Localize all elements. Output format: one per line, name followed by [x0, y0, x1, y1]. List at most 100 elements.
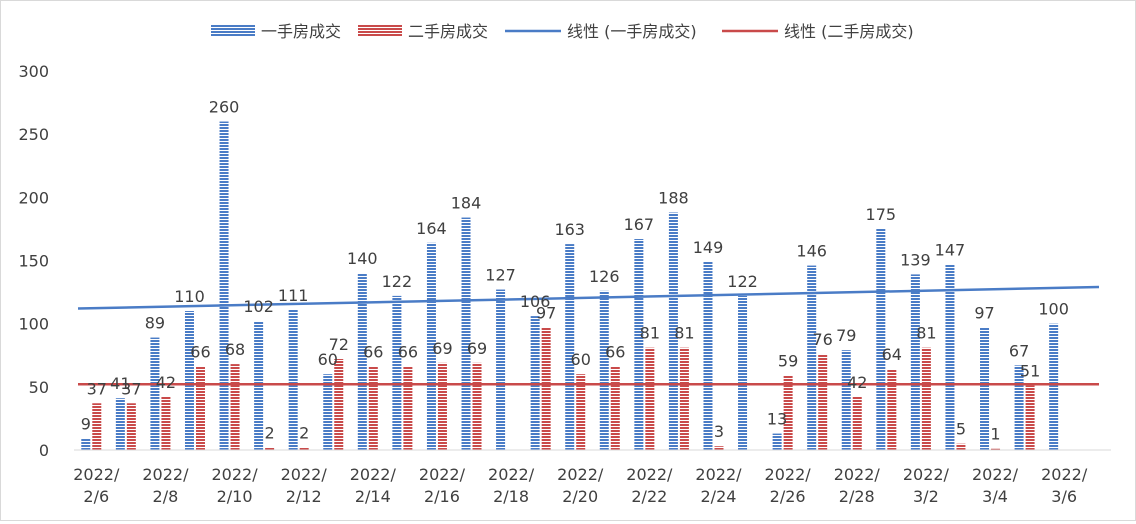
- bar: [472, 362, 482, 450]
- legend-label: 线性 (二手房成交): [784, 22, 914, 41]
- bar: [541, 327, 551, 450]
- data-label: 68: [225, 340, 245, 359]
- bar: [219, 121, 229, 451]
- legend-label: 二手房成交: [408, 22, 488, 41]
- data-label: 5: [956, 420, 966, 439]
- bar: [876, 228, 886, 450]
- bar: [887, 369, 897, 450]
- legend-label: 线性 (一手房成交): [567, 22, 697, 41]
- bar: [679, 347, 689, 450]
- data-labels: 9418911026010211160140122164184127106163…: [81, 98, 1069, 444]
- data-label: 260: [209, 98, 240, 117]
- data-label: 164: [416, 219, 447, 238]
- x-tick-label: 2022/: [1041, 465, 1088, 484]
- bar: [254, 321, 264, 450]
- bar: [161, 396, 171, 450]
- bar: [357, 273, 367, 450]
- bar: [323, 374, 333, 450]
- bar: [910, 274, 920, 450]
- x-tick-label: 3/6: [1051, 487, 1077, 506]
- bar: [610, 366, 620, 450]
- x-tick-label: 2/12: [286, 487, 322, 506]
- x-tick-label: 2022/: [350, 465, 397, 484]
- x-tick-label: 2022/: [972, 465, 1019, 484]
- legend: 一手房成交 二手房成交 线性 (一手房成交) 线性 (二手房成交): [211, 22, 914, 41]
- data-label: 167: [624, 215, 655, 234]
- data-label: 66: [605, 343, 625, 362]
- bar: [265, 447, 275, 450]
- x-tick-label: 2022/: [211, 465, 258, 484]
- bar: [530, 316, 540, 450]
- x-tick-label: 2022/: [834, 465, 881, 484]
- bar: [772, 433, 782, 450]
- bar: [368, 366, 378, 450]
- bar: [991, 448, 1001, 450]
- bar: [783, 375, 793, 450]
- x-tick-label: 2022/: [557, 465, 604, 484]
- x-tick-label: 2022/: [626, 465, 673, 484]
- data-label: 147: [935, 240, 966, 259]
- data-label: 60: [318, 350, 338, 369]
- data-label: 163: [554, 220, 585, 239]
- y-axis: 0 50 100 150 200 250 300: [18, 62, 49, 460]
- data-label: 102: [243, 297, 274, 316]
- bar: [230, 364, 240, 450]
- bar: [288, 309, 298, 450]
- bar: [184, 311, 194, 450]
- data-label: 69: [467, 339, 487, 358]
- bar: [738, 295, 748, 450]
- legend-label: 一手房成交: [261, 22, 341, 41]
- x-tick-label: 2/24: [701, 487, 737, 506]
- bar: [392, 295, 402, 450]
- data-label: 3: [714, 422, 724, 441]
- y-tick-label: 250: [18, 125, 49, 144]
- y-tick-label: 0: [39, 441, 49, 460]
- bar: [1049, 323, 1059, 450]
- x-tick-label: 2022/: [765, 465, 812, 484]
- data-label: 13: [767, 410, 787, 429]
- x-axis: 2022/2/6 2022/2/8 2022/2/10 2022/2/12 2022/2…: [73, 449, 1111, 506]
- data-label: 89: [145, 314, 165, 333]
- data-label: 126: [589, 267, 620, 286]
- x-tick-label: 2/6: [83, 487, 109, 506]
- data-label: 51: [1020, 362, 1040, 381]
- data-label: 146: [796, 242, 827, 261]
- data-label: 110: [174, 287, 205, 306]
- data-label: 76: [813, 330, 833, 349]
- data-label: 122: [382, 272, 413, 291]
- y-tick-label: 50: [29, 378, 49, 397]
- trendlines: [77, 285, 1100, 386]
- data-label: 140: [347, 249, 378, 268]
- bar: [599, 290, 609, 450]
- data-label: 60: [571, 350, 591, 369]
- bar: [1014, 365, 1024, 450]
- x-tick-label: 2/14: [355, 487, 391, 506]
- y-tick-label: 300: [18, 62, 49, 81]
- data-label: 175: [866, 205, 897, 224]
- bar: [921, 347, 931, 450]
- data-label: 9: [81, 415, 91, 434]
- data-label: 81: [916, 324, 936, 343]
- x-tick-label: 2/20: [562, 487, 598, 506]
- legend-swatch: [358, 25, 402, 37]
- bar: [1025, 385, 1035, 450]
- data-label: 139: [900, 250, 931, 269]
- y-tick-label: 200: [18, 188, 49, 207]
- x-tick-label: 3/4: [982, 487, 1008, 506]
- bar: [634, 239, 644, 450]
- bar: [980, 327, 990, 450]
- x-tick-label: 2022/: [281, 465, 328, 484]
- data-label: 188: [658, 188, 689, 207]
- data-label: 69: [432, 339, 452, 358]
- x-tick-label: 3/2: [913, 487, 939, 506]
- data-label: 59: [778, 351, 798, 370]
- x-tick-label: 2/26: [770, 487, 806, 506]
- bar: [437, 362, 447, 450]
- data-label: 1: [990, 425, 1000, 444]
- data-label: 37: [121, 379, 141, 398]
- bar: [945, 264, 955, 450]
- bar: [807, 265, 817, 450]
- data-label: 127: [485, 266, 516, 285]
